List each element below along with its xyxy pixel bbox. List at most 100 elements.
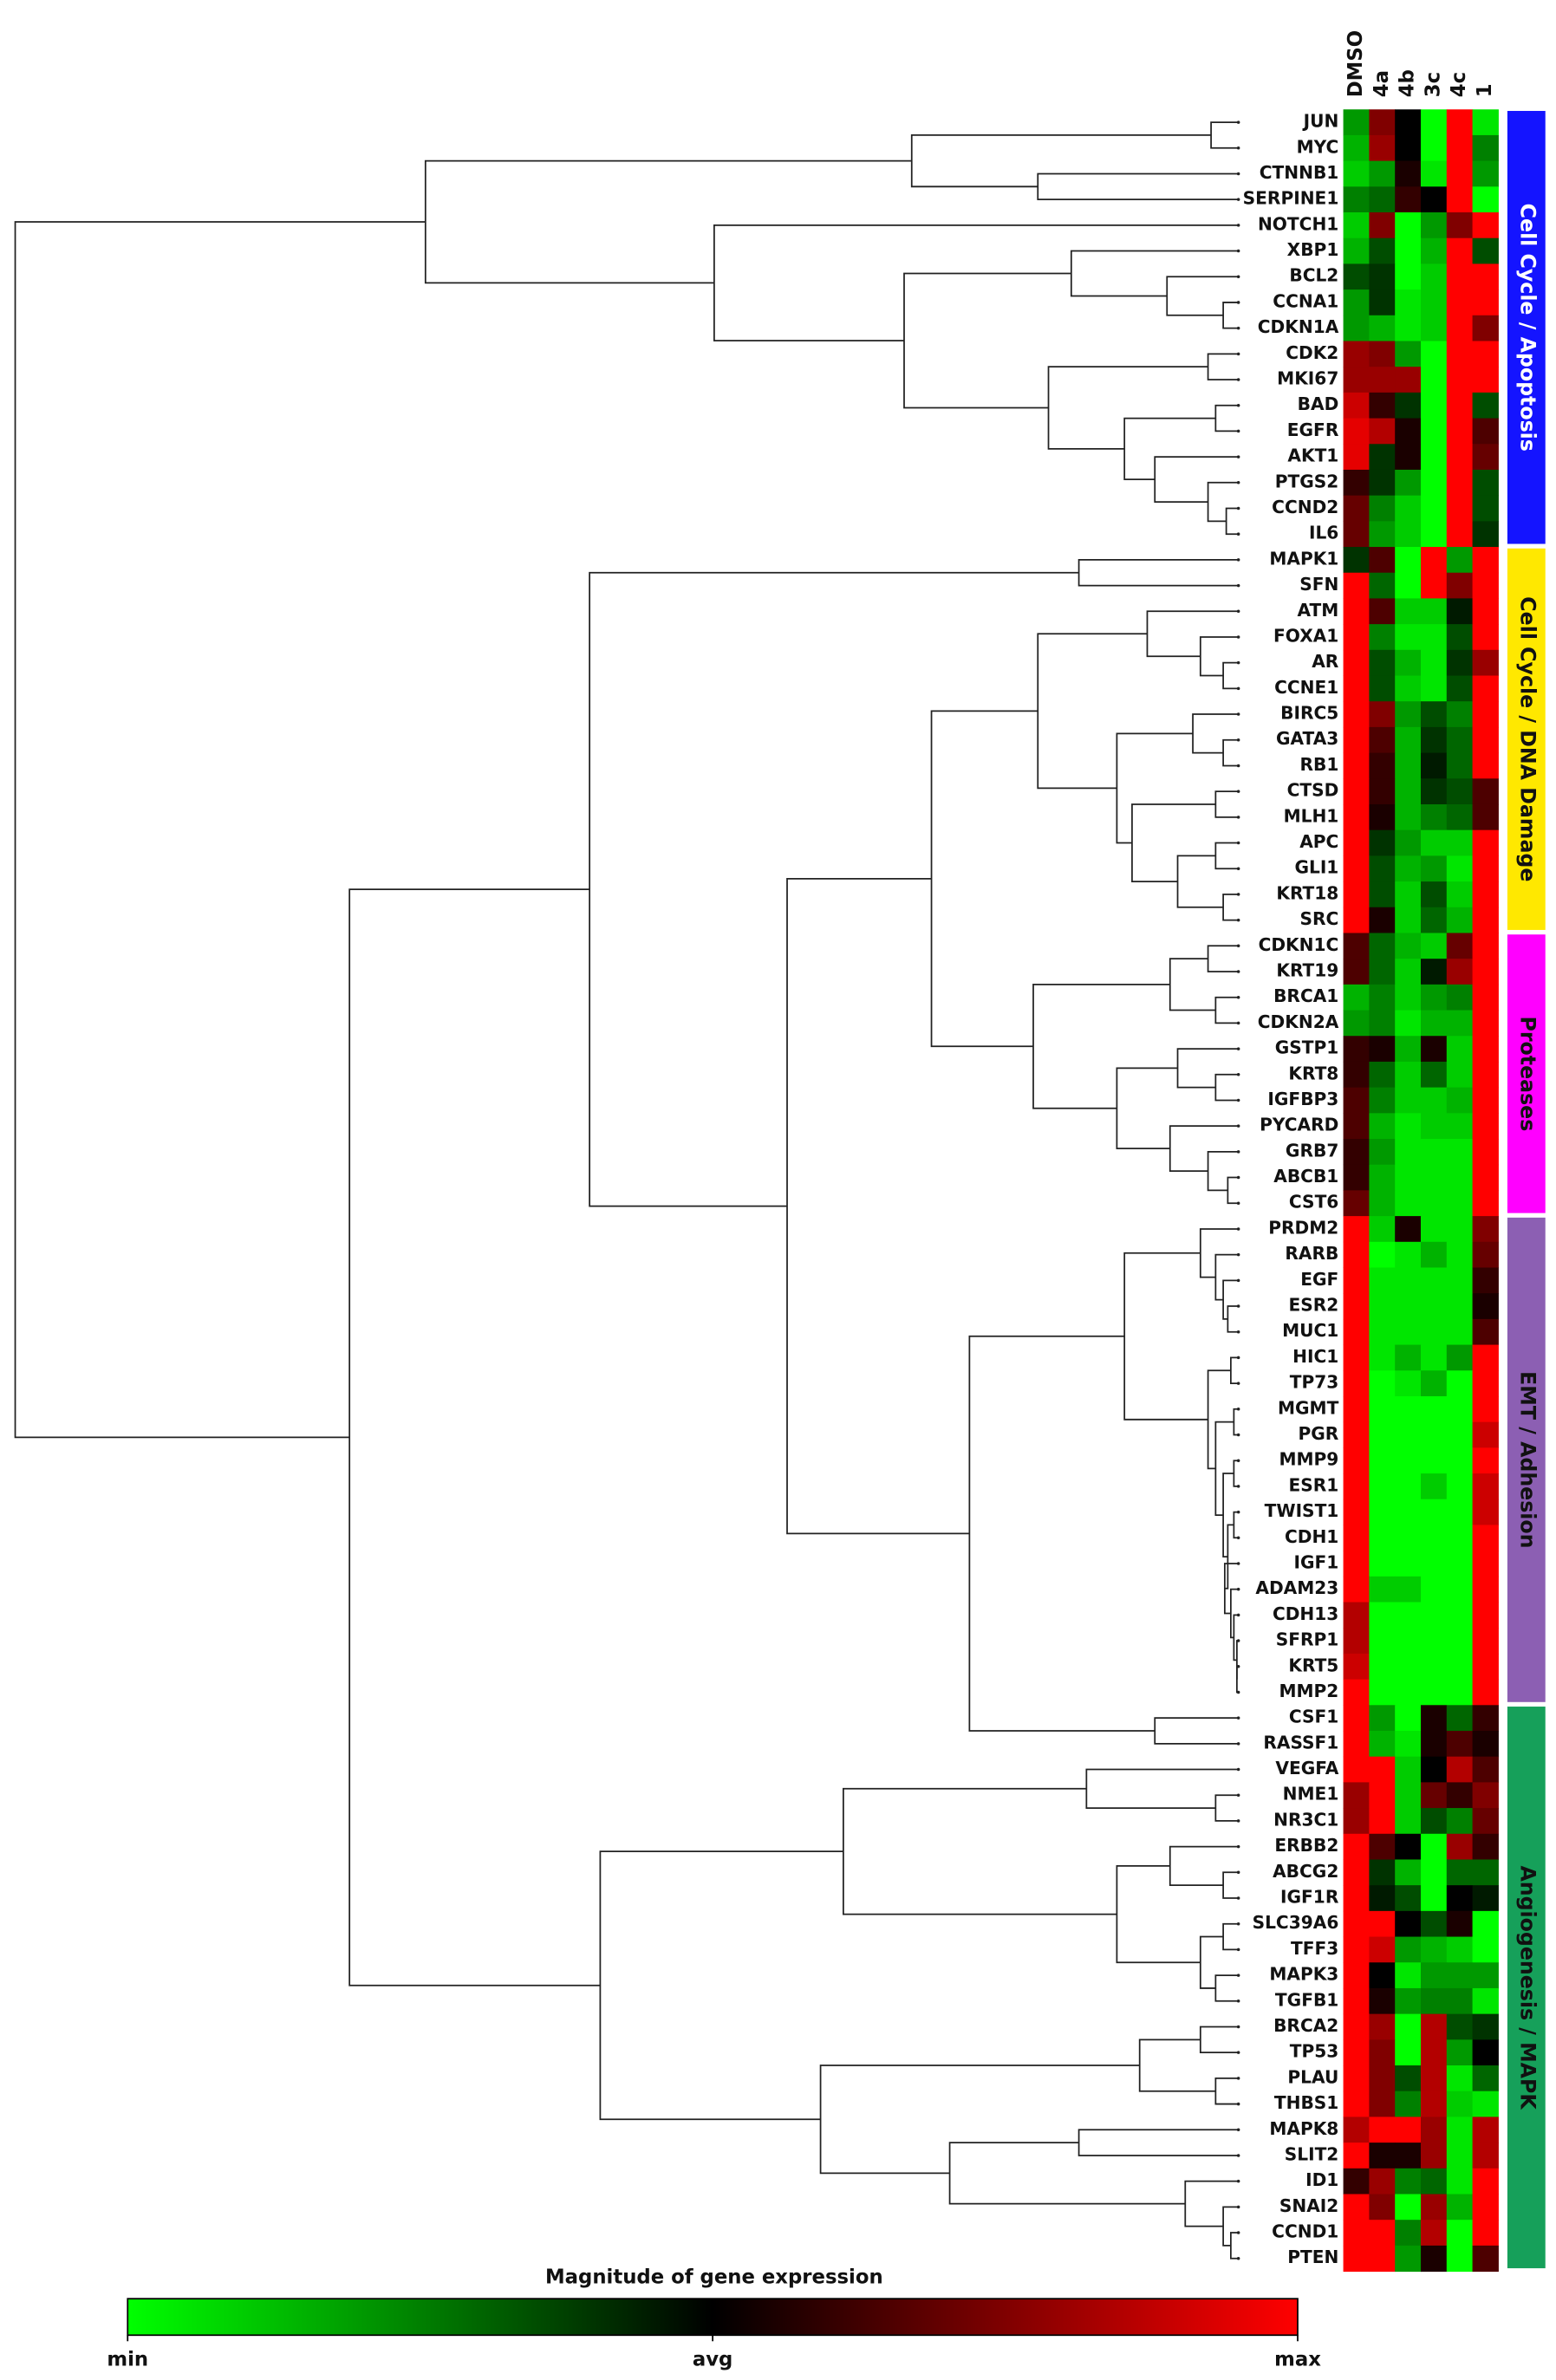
heatmap-cell [1395, 855, 1422, 882]
dendrogram-line [910, 134, 1212, 188]
heatmap-cell [1343, 1139, 1370, 1166]
gene-label: MYC [1297, 136, 1339, 157]
heatmap-cell [1446, 803, 1474, 831]
gene-label: CCNA1 [1273, 290, 1338, 311]
heatmap-cell [1395, 1267, 1422, 1294]
heatmap-cell [1369, 1653, 1396, 1681]
dendrogram-line [1214, 1794, 1239, 1822]
heatmap-cell [1369, 1447, 1396, 1474]
heatmap-cell [1343, 907, 1370, 933]
heatmap-cell [1369, 2194, 1396, 2221]
gene-label: SFRP1 [1276, 1629, 1339, 1650]
dendrogram-line [1229, 1356, 1239, 1384]
gene-label: CDK2 [1286, 342, 1338, 363]
heatmap-cell [1395, 1705, 1422, 1732]
heatmap-cell [1472, 186, 1499, 213]
heatmap-cell [1420, 1705, 1448, 1732]
heatmap-cell [1369, 933, 1396, 959]
gene-label: PLAU [1287, 2066, 1338, 2087]
heatmap-cell [1446, 547, 1474, 574]
heatmap-cell [1395, 1499, 1422, 1525]
heatmap-cell [1446, 1859, 1474, 1886]
heatmap-cell [1446, 1885, 1474, 1912]
column-label: 4b [1396, 69, 1419, 97]
heatmap-cell [1395, 1241, 1422, 1269]
heatmap-cell [1420, 984, 1448, 1011]
heatmap-cell [1472, 675, 1499, 702]
dendrogram-line [589, 571, 1079, 1207]
heatmap-cell [1343, 675, 1370, 702]
heatmap-cell [1369, 1499, 1396, 1525]
heatmap-cell [1472, 1756, 1499, 1783]
heatmap-cell [1369, 2117, 1396, 2143]
heatmap-cell [1446, 598, 1474, 625]
heatmap-cell [1343, 521, 1370, 548]
heatmap-cell [1343, 1653, 1370, 1681]
dendrogram-line [1047, 366, 1208, 450]
heatmap-cell [1472, 1576, 1499, 1603]
gene-label: NR3C1 [1273, 1809, 1338, 1830]
heatmap-cell [1472, 572, 1499, 599]
gene-label: KRT8 [1288, 1063, 1338, 1083]
heatmap-cell [1369, 1087, 1396, 1114]
dendrogram-line [1214, 404, 1239, 432]
heatmap-cell [1369, 186, 1396, 213]
gene-label: CCND1 [1272, 2221, 1338, 2242]
heatmap-cell [1395, 1756, 1422, 1783]
heatmap-cell [1420, 1782, 1448, 1809]
heatmap-cell [1395, 237, 1422, 264]
heatmap-cell [1472, 237, 1499, 264]
heatmap-cell [1446, 212, 1474, 239]
heatmap-cell [1369, 1293, 1396, 1320]
dendrogram-line [1154, 456, 1239, 503]
heatmap-cell [1472, 2143, 1499, 2169]
heatmap-cell [1395, 1113, 1422, 1140]
heatmap-cell [1369, 212, 1396, 239]
heatmap-cell [1343, 1395, 1370, 1423]
heatmap-cell [1472, 160, 1499, 187]
dendrogram-line [968, 1335, 1156, 1732]
heatmap-cell [1472, 1730, 1499, 1758]
dendrogram-line [1146, 610, 1239, 658]
heatmap-cell [1369, 984, 1396, 1011]
heatmap-cell [1369, 263, 1396, 290]
heatmap-cell [1369, 1473, 1396, 1500]
column-label: 1 [1474, 83, 1496, 97]
dendrogram-line [1116, 1865, 1201, 1964]
heatmap-cell [1369, 1010, 1396, 1037]
dendrogram-line [1207, 481, 1239, 523]
heatmap-cell [1472, 701, 1499, 728]
heatmap-cell [1420, 1962, 1448, 1989]
heatmap-cell [1420, 367, 1448, 393]
dendrogram-line [1116, 732, 1194, 844]
heatmap-cell [1472, 1395, 1499, 1423]
heatmap-cell [1395, 547, 1422, 574]
heatmap-cell [1343, 444, 1370, 471]
heatmap-cell [1420, 1756, 1448, 1783]
heatmap-cell [1420, 2168, 1448, 2195]
heatmap-cell [1395, 289, 1422, 316]
heatmap-cell [1420, 933, 1448, 959]
heatmap-cell [1420, 1267, 1448, 1294]
heatmap-cell [1369, 1705, 1396, 1732]
gene-label: JUN [1302, 111, 1339, 132]
heatmap-cell [1472, 1318, 1499, 1346]
heatmap-cell [1446, 263, 1474, 290]
dendrogram-line [1222, 1279, 1239, 1320]
heatmap-cell [1472, 1293, 1499, 1320]
dendrogram-line [1192, 713, 1239, 754]
heatmap-cell [1446, 418, 1474, 445]
heatmap-cell [1446, 109, 1474, 136]
dendrogram-line [1199, 636, 1239, 677]
heatmap-cell [1343, 1241, 1370, 1269]
heatmap-cell [1472, 1267, 1499, 1294]
dendrogram-line [1214, 1974, 1239, 2002]
heatmap-cell [1446, 778, 1474, 805]
heatmap-cell [1472, 1344, 1499, 1371]
heatmap-cell [1395, 1808, 1422, 1835]
heatmap-cell [1369, 1344, 1396, 1371]
heatmap-cell [1343, 1344, 1370, 1371]
heatmap-cell [1420, 2194, 1448, 2221]
heatmap-cell [1395, 933, 1422, 959]
heatmap-cell [1343, 109, 1370, 136]
